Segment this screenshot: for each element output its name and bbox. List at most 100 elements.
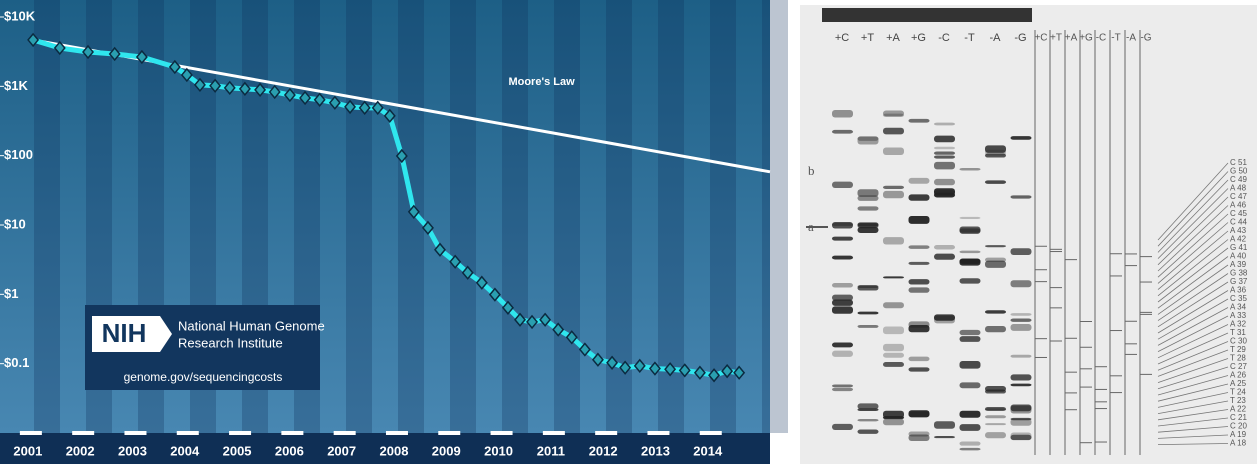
gel-band	[832, 222, 853, 226]
gel-band	[1010, 248, 1032, 256]
sequence-label: C 35	[1230, 294, 1247, 303]
data-point	[606, 355, 619, 370]
sequence-label: C 47	[1230, 192, 1247, 201]
x-tick-label: 2004	[170, 443, 200, 458]
fan-line	[1157, 162, 1229, 241]
fan-line	[1157, 332, 1229, 365]
y-tick-label: $100	[4, 147, 33, 162]
gel-band	[857, 311, 879, 315]
data-point	[209, 78, 222, 93]
gel-band	[934, 315, 955, 324]
gel-band	[832, 384, 853, 388]
x-tick	[281, 431, 304, 435]
sequence-label: T 29	[1230, 345, 1246, 354]
sequence-label: A 36	[1230, 286, 1247, 295]
x-tick	[490, 431, 513, 435]
data-point	[254, 82, 267, 98]
x-tick-label: 2014	[693, 443, 723, 458]
gel-band	[985, 245, 1006, 248]
gel-band	[883, 326, 904, 335]
sequence-label: G 41	[1230, 243, 1248, 252]
x-tick-label: 2001	[13, 443, 42, 458]
gel-background	[800, 5, 1257, 464]
gel-band	[1010, 318, 1032, 322]
data-point	[633, 358, 646, 374]
sequence-label: A 33	[1230, 311, 1247, 320]
data-point	[565, 330, 578, 345]
x-tick	[176, 431, 199, 435]
gel-band	[959, 424, 981, 431]
gel-mark: a	[808, 219, 814, 234]
fan-line	[1157, 426, 1229, 433]
gel-band	[934, 244, 955, 250]
logo-text: National Human Genome	[178, 318, 325, 333]
data-point	[27, 32, 40, 48]
x-tick	[333, 431, 356, 435]
gel-band	[832, 387, 853, 392]
data-point	[591, 352, 604, 367]
gel-band	[934, 188, 955, 196]
gel-band	[934, 161, 955, 170]
gel-band	[883, 110, 904, 117]
x-tick	[699, 431, 722, 435]
data-point	[313, 92, 326, 107]
sequence-label: A 32	[1230, 320, 1247, 329]
gel-band	[908, 118, 930, 123]
lane-label: -G	[1140, 33, 1151, 44]
data-point	[552, 322, 565, 337]
lane-label: -C	[1096, 33, 1107, 44]
gel-band	[883, 302, 904, 309]
data-point	[708, 368, 721, 383]
data-point	[733, 365, 746, 380]
sequence-label: C 30	[1230, 337, 1247, 346]
data-point	[407, 204, 420, 219]
gel-band	[857, 222, 879, 227]
gel-band	[883, 361, 904, 367]
fan-line	[1157, 349, 1229, 377]
sequence-label: A 25	[1230, 379, 1247, 388]
fan-line	[1157, 290, 1229, 334]
gel-band	[857, 227, 879, 233]
gel-band	[883, 185, 904, 189]
gel-band	[908, 287, 930, 293]
fan-line	[1157, 443, 1229, 445]
fan-line	[1157, 383, 1229, 402]
gel-band	[908, 215, 930, 224]
logo-url: genome.gov/sequencingcosts	[124, 370, 283, 384]
data-point	[223, 80, 236, 96]
gel-band	[985, 386, 1006, 392]
gel-band	[857, 325, 879, 328]
x-tick-label: 2005	[223, 443, 252, 458]
logo-mark: NIH	[102, 318, 147, 348]
data-point	[395, 148, 408, 164]
gel-band	[959, 216, 981, 219]
lane-label: -T	[1111, 33, 1120, 44]
gel-band	[985, 408, 1006, 412]
x-tick	[229, 431, 252, 435]
lane-label: -A	[990, 32, 1002, 44]
gel-band	[1010, 195, 1032, 199]
fan-line	[1157, 222, 1229, 284]
gel-band	[832, 342, 853, 348]
gel-band	[985, 325, 1006, 333]
gel-band	[934, 253, 955, 260]
data-point	[53, 40, 66, 56]
sequence-label: G 38	[1230, 269, 1248, 278]
gel-well-band	[822, 8, 1032, 22]
fan-line	[1157, 417, 1229, 427]
sequence-label: C 20	[1230, 422, 1247, 431]
sequence-label: A 34	[1230, 303, 1247, 312]
gel-band	[1010, 418, 1032, 426]
data-point	[693, 365, 706, 380]
gel-band	[857, 195, 879, 201]
lane-label: +A	[1065, 33, 1078, 44]
gel-band	[908, 325, 930, 333]
data-point	[371, 100, 384, 115]
fan-line	[1157, 188, 1229, 259]
gel-band	[934, 146, 955, 150]
gel-band	[908, 434, 930, 442]
series-label: Moore's Law	[508, 76, 575, 88]
gel-band	[1010, 432, 1032, 441]
data-point	[283, 87, 296, 103]
x-tick	[124, 431, 147, 435]
